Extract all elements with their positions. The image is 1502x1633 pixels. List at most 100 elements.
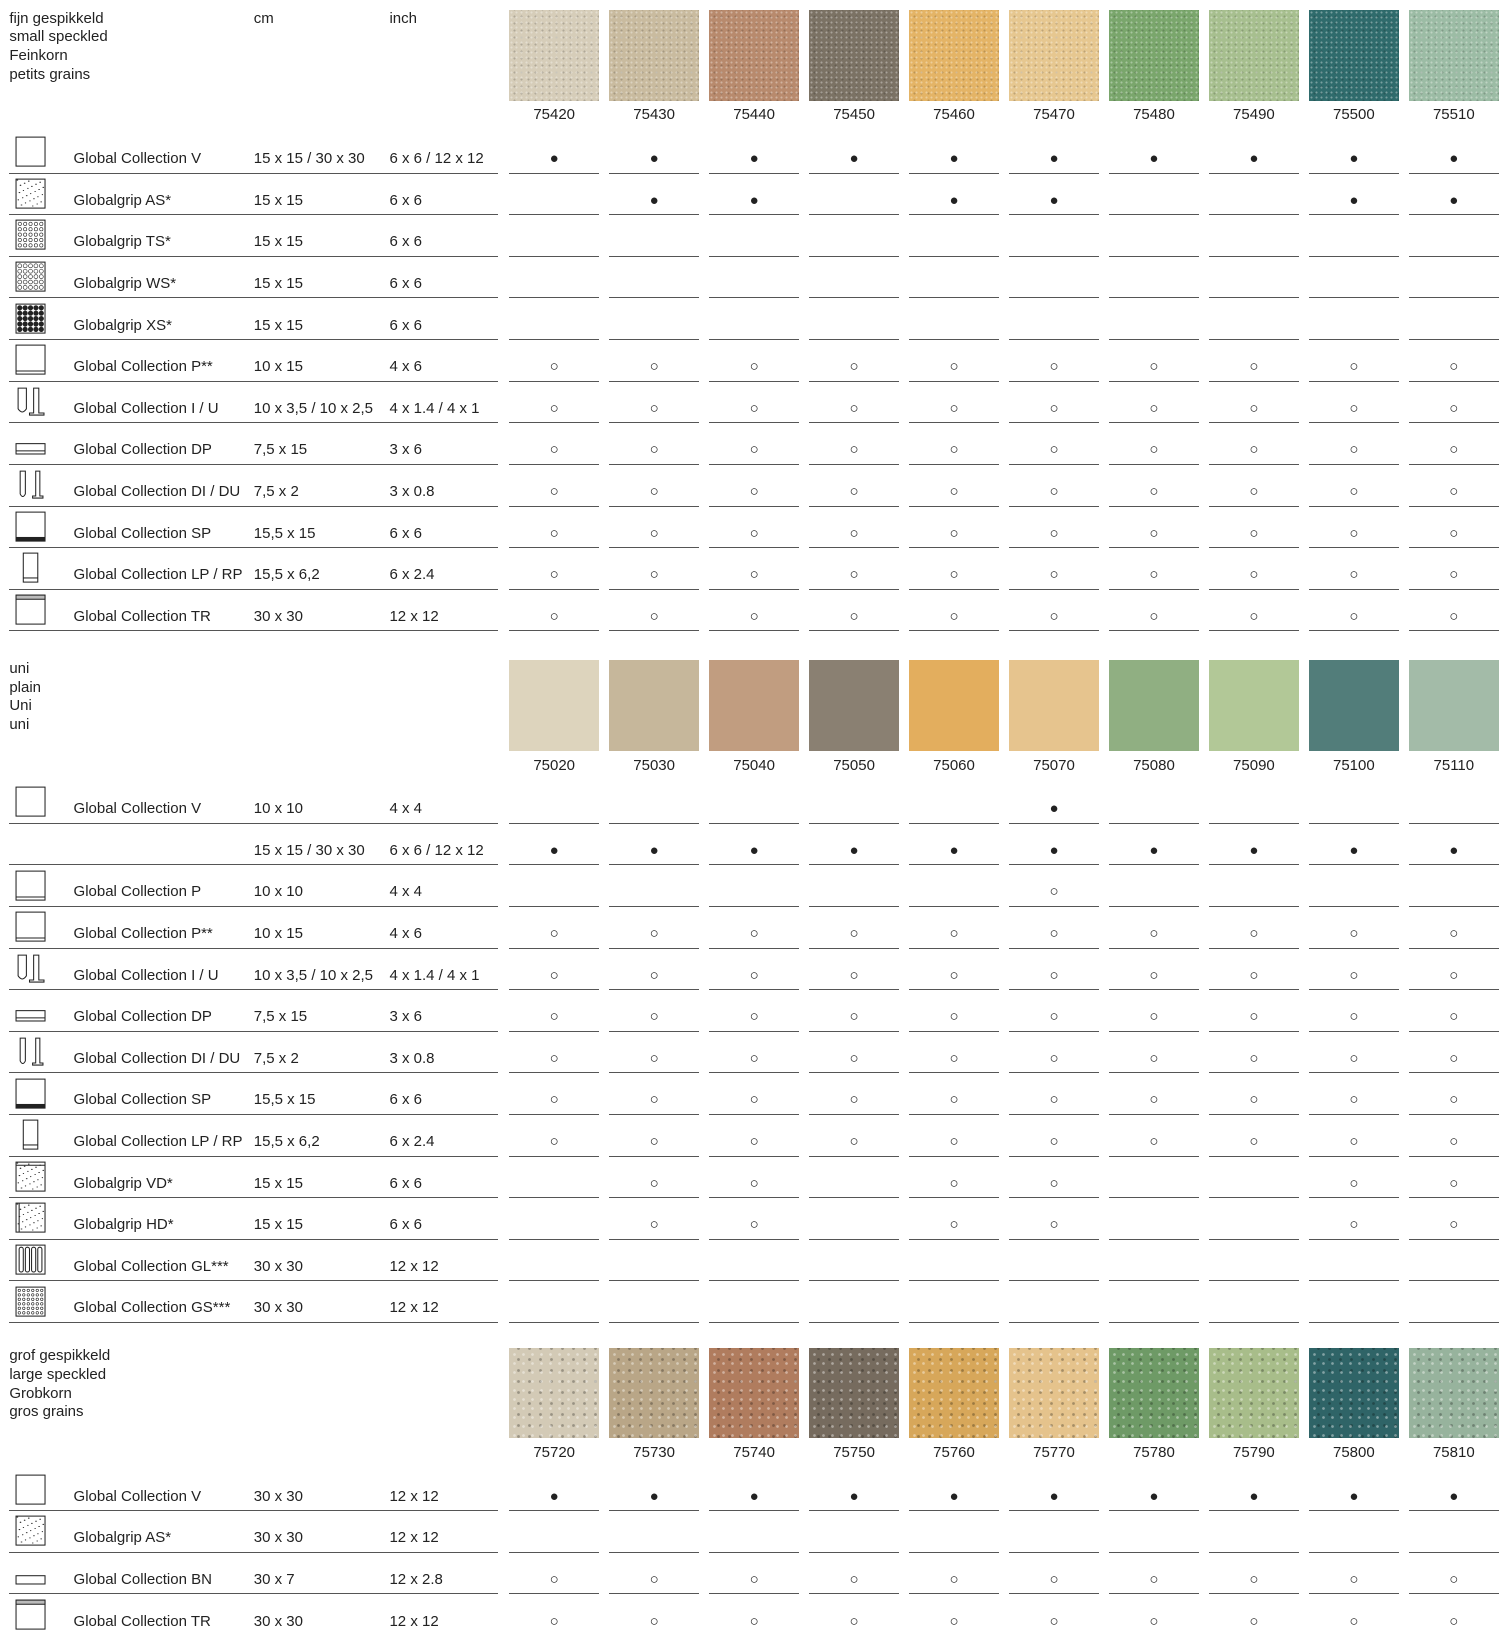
rule <box>1209 214 1299 215</box>
rule <box>1309 1239 1399 1240</box>
rule <box>1309 214 1399 215</box>
rule <box>1209 1072 1299 1073</box>
rule <box>1309 506 1399 507</box>
color-swatch <box>609 10 699 100</box>
rule <box>709 823 799 824</box>
availability-mark: ○ <box>1149 525 1158 543</box>
rule <box>1209 1156 1299 1157</box>
rule <box>709 1031 799 1032</box>
color-code: 75770 <box>1033 1444 1075 1462</box>
icon <box>15 261 46 292</box>
availability-mark: ○ <box>1049 1050 1058 1068</box>
rule <box>1409 630 1499 631</box>
color-code: 75790 <box>1233 1444 1275 1462</box>
availability-mark: ○ <box>949 1133 958 1151</box>
rule <box>809 1593 899 1594</box>
availability-mark: ○ <box>1449 400 1458 418</box>
rule <box>909 1114 999 1115</box>
color-code: 75440 <box>733 106 775 124</box>
color-code: 75450 <box>833 106 875 124</box>
availability-mark: ○ <box>850 566 859 584</box>
availability-mark: ○ <box>1349 1613 1358 1631</box>
rule <box>1209 1510 1299 1511</box>
rule <box>909 173 999 174</box>
rule <box>1009 1322 1099 1323</box>
rule <box>1209 906 1299 907</box>
product-name: Global Collection V <box>74 1488 202 1506</box>
color-code: 75750 <box>833 1444 875 1462</box>
rule <box>1309 1510 1399 1511</box>
format-icon <box>15 953 46 988</box>
availability-mark: ● <box>949 1488 958 1506</box>
availability-mark: ○ <box>949 483 958 501</box>
size-cm: 30 x 30 <box>254 1258 303 1276</box>
size-inch: 6 x 6 <box>389 317 422 335</box>
rule <box>9 1156 498 1157</box>
rule <box>1309 1552 1399 1553</box>
rule <box>909 381 999 382</box>
color-code: 75080 <box>1133 757 1175 775</box>
rule <box>1009 339 1099 340</box>
rule <box>1109 464 1199 465</box>
rule <box>809 1280 899 1281</box>
availability-mark: ● <box>949 150 958 168</box>
size-cm: 30 x 7 <box>254 1571 295 1589</box>
color-code: 75800 <box>1333 1444 1375 1462</box>
icon <box>15 344 46 375</box>
availability-mark: ○ <box>650 1613 659 1631</box>
section-label: Uni <box>9 697 32 715</box>
rule <box>909 1280 999 1281</box>
rule <box>1409 1510 1499 1511</box>
availability-mark: ○ <box>850 1050 859 1068</box>
availability-mark: ○ <box>1149 1133 1158 1151</box>
size-cm: 15 x 15 <box>254 275 303 293</box>
size-inch: 12 x 12 <box>389 1299 438 1317</box>
availability-mark: ● <box>1349 842 1358 860</box>
format-icon <box>15 1119 46 1154</box>
rule <box>909 256 999 257</box>
icon <box>15 1078 46 1109</box>
size-inch: 3 x 0.8 <box>389 1050 434 1068</box>
availability-mark: ○ <box>750 1571 759 1589</box>
rule <box>609 989 699 990</box>
availability-mark: ○ <box>750 358 759 376</box>
availability-mark: ○ <box>750 925 759 943</box>
rule <box>1209 1197 1299 1198</box>
rule <box>909 1593 999 1594</box>
rule <box>1009 1239 1099 1240</box>
rule <box>709 256 799 257</box>
availability-mark: ● <box>650 1488 659 1506</box>
icon <box>15 994 46 1025</box>
rule <box>609 948 699 949</box>
availability-mark: ○ <box>1049 1571 1058 1589</box>
availability-mark: ○ <box>1449 358 1458 376</box>
rule <box>509 173 599 174</box>
availability-mark: ○ <box>550 566 559 584</box>
rule <box>709 214 799 215</box>
rule <box>1209 422 1299 423</box>
availability-mark: ○ <box>1049 1133 1058 1151</box>
availability-mark: ○ <box>1349 1050 1358 1068</box>
rule <box>509 1280 599 1281</box>
availability-mark: ○ <box>1249 1571 1258 1589</box>
rule <box>509 948 599 949</box>
rule <box>9 1072 498 1073</box>
color-swatch <box>1209 660 1299 750</box>
availability-mark: ● <box>550 842 559 860</box>
rule <box>1409 1239 1499 1240</box>
availability-mark: ○ <box>650 1216 659 1234</box>
availability-mark: ● <box>850 150 859 168</box>
rule <box>1409 464 1499 465</box>
availability-mark: ● <box>1449 150 1458 168</box>
availability-mark: ● <box>750 192 759 210</box>
rule <box>1009 1072 1099 1073</box>
rule <box>809 1156 899 1157</box>
rule <box>1309 948 1399 949</box>
rule <box>9 506 498 507</box>
rule <box>9 864 498 865</box>
rule <box>509 1322 599 1323</box>
rule <box>1209 948 1299 949</box>
rule <box>1109 339 1199 340</box>
availability-mark: ○ <box>1449 1571 1458 1589</box>
availability-mark: ● <box>1349 150 1358 168</box>
